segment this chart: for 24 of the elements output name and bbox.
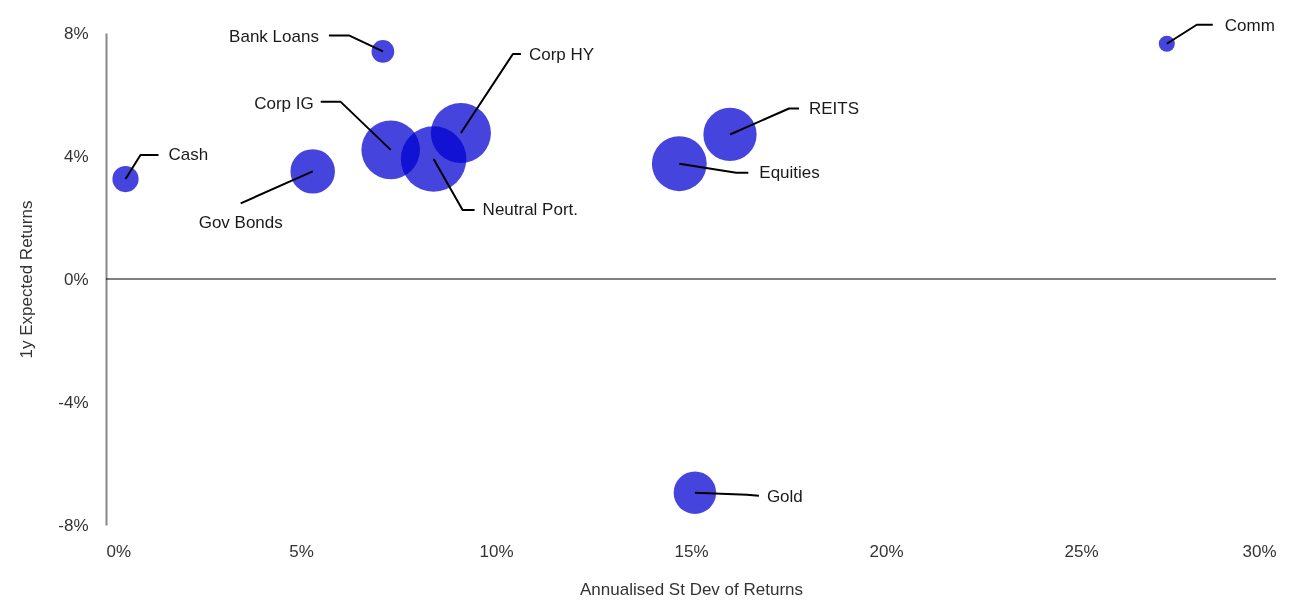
x-tick-label: 20%: [869, 541, 904, 561]
annotation: Gov Bonds: [198, 213, 283, 233]
annotation: Comm: [1224, 15, 1275, 35]
x-axis-title: Annualised St Dev of Returns: [579, 579, 804, 599]
annotation: Equities: [759, 162, 820, 182]
x-tick-label: 5%: [289, 541, 314, 561]
annotation: Gold: [766, 486, 803, 506]
y-tick-label: 4%: [63, 146, 89, 166]
annotation: Neutral Port.: [482, 200, 579, 220]
annotation: Corp IG: [254, 93, 314, 113]
annotation: REITS: [809, 99, 860, 119]
y-tick-label: 8%: [63, 23, 89, 43]
y-tick-label: -8%: [58, 515, 89, 535]
x-tick-label: 0%: [106, 541, 132, 561]
annotation: Corp HY: [528, 44, 595, 64]
y-axis-title: 1y Expected Returns: [17, 200, 37, 359]
y-tick-label: 0%: [63, 269, 89, 289]
annotation: Cash: [168, 145, 209, 165]
x-tick-label: 15%: [674, 541, 709, 561]
x-tick-label: 10%: [479, 541, 514, 561]
y-tick-label: -4%: [58, 392, 89, 412]
x-tick-label: 30%: [1242, 541, 1277, 561]
annotation: Bank Loans: [229, 27, 319, 47]
x-tick-label: 25%: [1064, 541, 1099, 561]
